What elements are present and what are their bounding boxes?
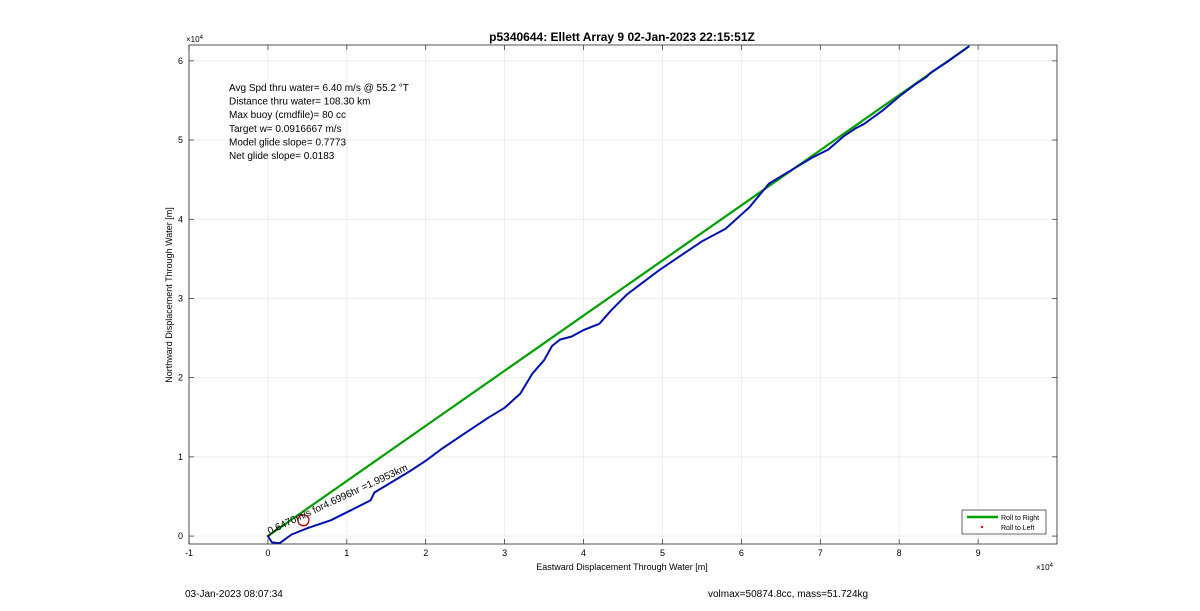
x-tick-labels: -1 0 1 2 3 4 5 6 7 8 9: [185, 548, 981, 558]
y-tick-label: 1: [178, 452, 183, 462]
ticks: [188, 45, 1057, 544]
annotation-arrow: [267, 526, 280, 537]
footer-date-stamp: 03-Jan-2023 08:07:34: [185, 589, 283, 600]
x-tick-label: 5: [660, 548, 665, 558]
info-line: Avg Spd thru water= 6.40 m/s @ 55.2 °T: [229, 83, 409, 94]
info-line: Model glide slope= 0.7773: [229, 137, 346, 148]
legend-roll-left-swatch: [980, 525, 984, 529]
legend-box: [961, 509, 1047, 535]
legend-roll-left-label: Roll to Left: [1001, 525, 1035, 532]
position-marker-circle: [297, 514, 310, 527]
plot-area: [266, 45, 970, 545]
series-track-line: [266, 45, 970, 545]
legend: Roll to Right Roll to Left: [961, 509, 1047, 535]
info-text-block: Avg Spd thru water= 6.40 m/s @ 55.2 °T Di…: [229, 83, 409, 162]
y-tick-label: 2: [178, 373, 183, 383]
x-tick-label: -1: [185, 548, 193, 558]
series-roll-right-line: [266, 45, 970, 538]
grid: [188, 45, 1057, 544]
y-tick-label: 6: [178, 56, 183, 66]
chart-title: p5340644: Ellett Array 9 02-Jan-2023 22:…: [489, 30, 755, 44]
x-exponent-power: 4: [1050, 563, 1054, 569]
info-line: Distance thru water= 108.30 km: [229, 97, 370, 108]
y-tick-label: 4: [178, 214, 183, 224]
x-axis-label: Eastward Displacement Through Water [m]: [536, 562, 708, 572]
x-tick-label: 0: [265, 548, 270, 558]
info-line: Net glide slope= 0.0183: [229, 151, 335, 162]
x-tick-label: 8: [897, 548, 902, 558]
y-exponent-power: 4: [200, 35, 204, 41]
info-line: Max buoy (cmdfile)= 80 cc: [229, 110, 346, 121]
x-tick-label: 1: [344, 548, 349, 558]
footer-vol-mass: volmax=50874.8cc, mass=51.724kg: [708, 589, 869, 600]
x-tick-label: 9: [976, 548, 981, 558]
x-tick-label: 7: [818, 548, 823, 558]
y-tick-labels: 0 1 2 3 4 5 6: [178, 56, 183, 541]
axes-box: [188, 44, 1058, 545]
x-tick-label: 4: [581, 548, 586, 558]
legend-roll-right-label: Roll to Right: [1001, 515, 1039, 522]
x-tick-label: 3: [502, 548, 507, 558]
y-tick-label: 0: [178, 531, 183, 541]
y-tick-label: 3: [178, 293, 183, 303]
x-exponent: ×104: [1036, 563, 1054, 572]
y-axis-label: Northward Displacement Through Water [m]: [164, 207, 174, 383]
y-exponent: ×104: [186, 35, 204, 44]
segment-annotation: 0.6470m/s for4.6996hr =1.9953km: [266, 463, 409, 538]
series-layer: [266, 45, 970, 545]
info-line: Target w= 0.0916667 m/s: [229, 124, 342, 135]
x-tick-label: 2: [423, 548, 428, 558]
y-tick-label: 5: [178, 135, 183, 145]
x-tick-label: 6: [739, 548, 744, 558]
